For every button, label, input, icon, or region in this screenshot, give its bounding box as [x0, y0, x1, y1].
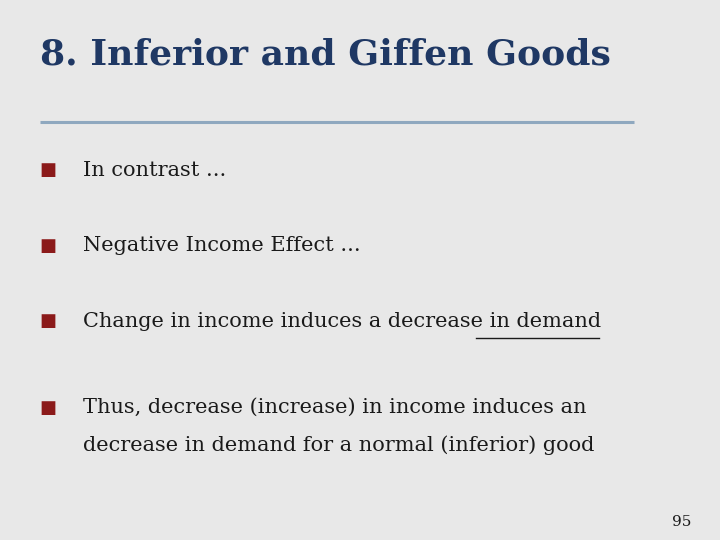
Text: 95: 95	[672, 515, 691, 529]
Text: decrease in demand for a normal (inferior) good: decrease in demand for a normal (inferio…	[83, 436, 594, 455]
Text: ■: ■	[40, 161, 57, 179]
Text: In contrast ...: In contrast ...	[83, 160, 226, 180]
Text: ■: ■	[40, 237, 57, 255]
Text: Change in income induces a decrease in demand: Change in income induces a decrease in d…	[83, 312, 601, 331]
Text: Thus, decrease (increase) in income induces an: Thus, decrease (increase) in income indu…	[83, 398, 586, 417]
Text: 8. Inferior and Giffen Goods: 8. Inferior and Giffen Goods	[40, 38, 611, 72]
Text: Negative Income Effect ...: Negative Income Effect ...	[83, 236, 361, 255]
Text: ■: ■	[40, 312, 57, 330]
Text: ■: ■	[40, 399, 57, 417]
